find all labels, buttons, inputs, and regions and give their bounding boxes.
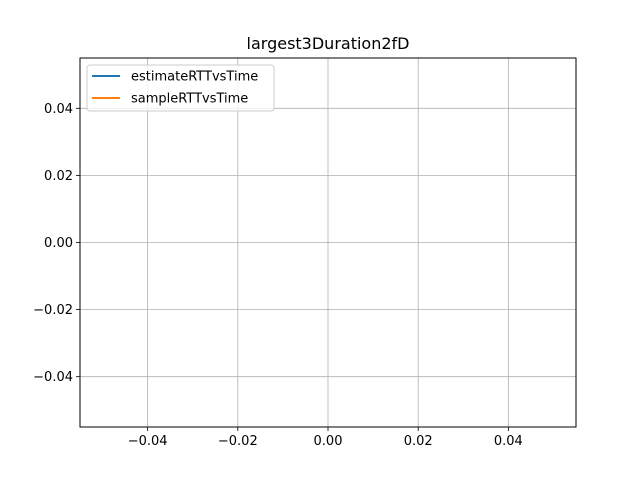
legend: estimateRTTvsTime sampleRTTvsTime <box>86 64 275 112</box>
legend-box <box>86 64 275 112</box>
x-tick-label: 0.04 <box>494 434 523 449</box>
legend-label-1: estimateRTTvsTime <box>131 70 258 85</box>
grid <box>80 58 576 427</box>
y-axis: −0.04 −0.02 0.00 0.02 0.04 <box>33 102 80 385</box>
x-axis: −0.04 −0.02 0.00 0.02 0.04 <box>128 427 523 449</box>
y-tick-label: 0.04 <box>44 102 73 117</box>
y-tick-label: −0.04 <box>33 370 73 385</box>
x-tick-label: −0.04 <box>128 434 168 449</box>
y-tick-label: 0.02 <box>44 169 73 184</box>
plot-area <box>79 57 577 428</box>
chart-title: largest3Duration2fD <box>247 34 410 53</box>
x-tick-label: 0.02 <box>404 434 433 449</box>
legend-label-2: sampleRTTvsTime <box>131 92 248 107</box>
x-tick-label: 0.00 <box>314 434 343 449</box>
y-tick-label: −0.02 <box>33 303 73 318</box>
x-tick-label: −0.02 <box>218 434 258 449</box>
y-tick-label: 0.00 <box>44 236 73 251</box>
